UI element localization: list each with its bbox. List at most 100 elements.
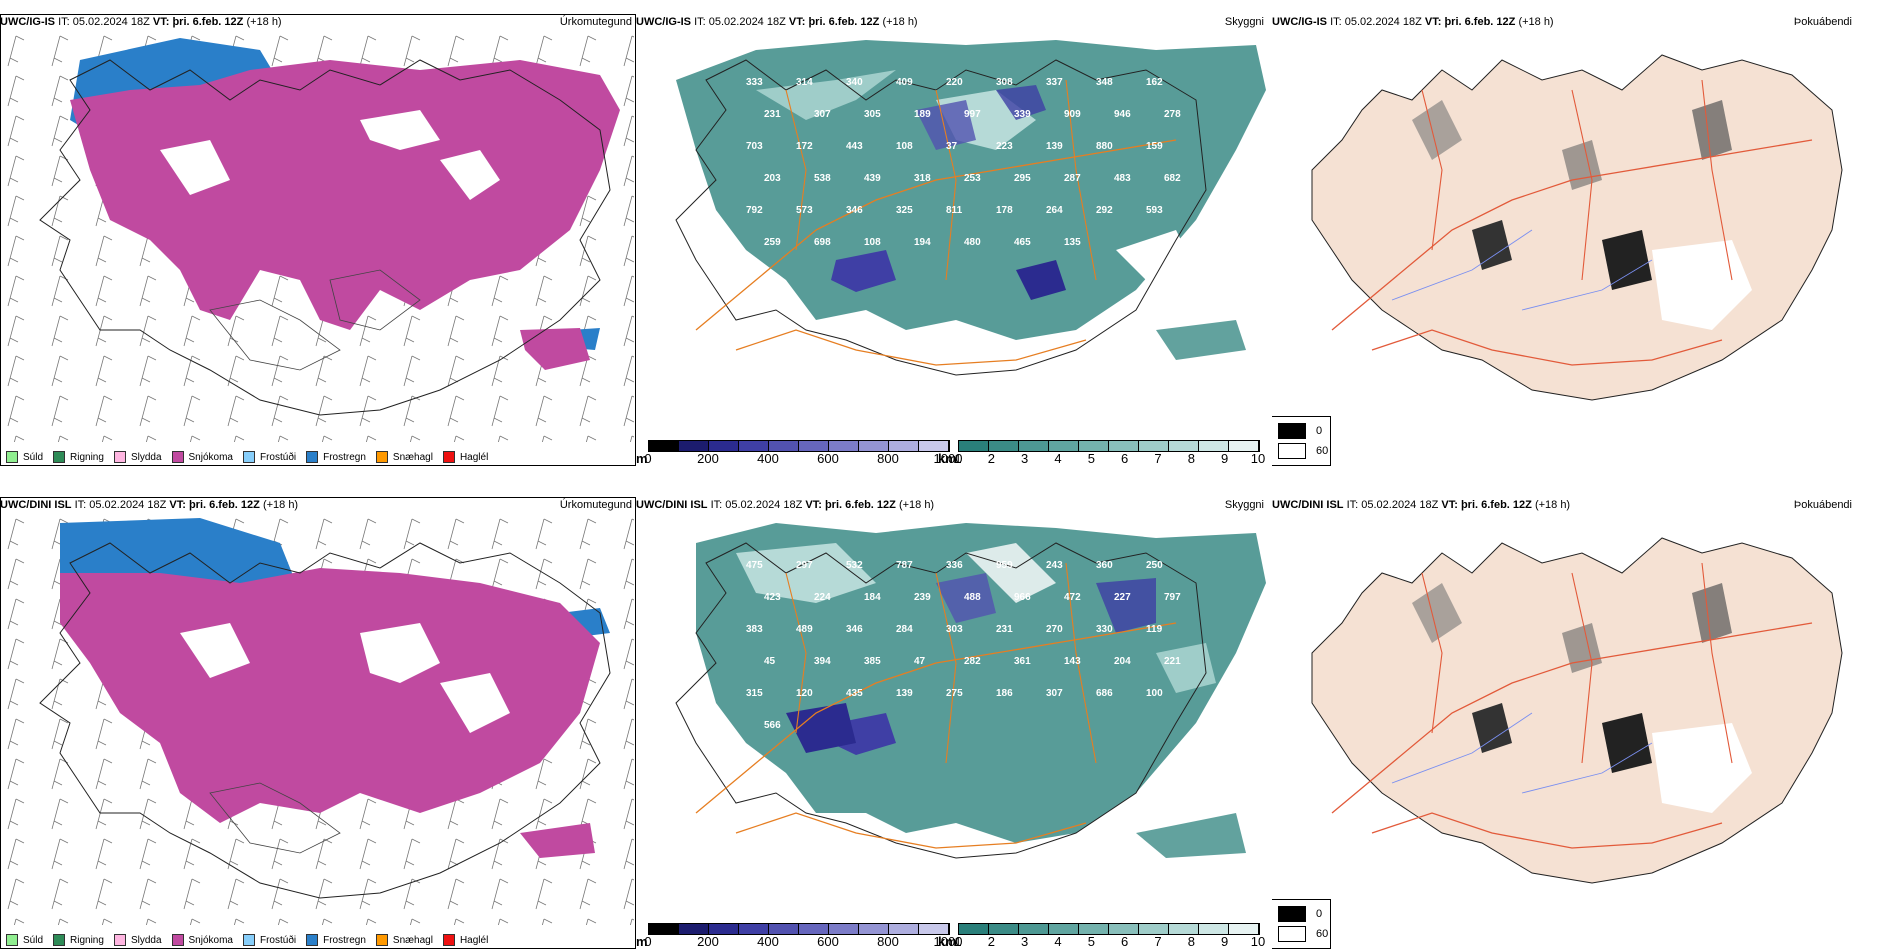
cloud-base-label: 189 xyxy=(914,109,931,120)
cloud-base-label: 483 xyxy=(1114,173,1131,184)
legend-swatch xyxy=(242,451,255,463)
legend-swatch xyxy=(113,934,126,946)
colorbar-cell xyxy=(739,924,769,934)
cloud-base-label: 231 xyxy=(764,109,781,120)
vt-value: þri. 6.feb. 12Z xyxy=(188,499,260,511)
legend-swatch xyxy=(171,934,184,946)
colorbar-cell xyxy=(769,441,799,451)
legend-swatch xyxy=(375,451,388,463)
colorbar-cell xyxy=(859,924,889,934)
panel-title: UWC/IG-IS IT: 05.02.2024 18Z VT: þri. 6.… xyxy=(636,14,1272,30)
cloud-base-label: 186 xyxy=(996,688,1013,699)
legend-label: Slydda xyxy=(130,451,162,463)
colorbar-cell xyxy=(1139,924,1169,934)
it-label: IT: xyxy=(710,499,723,511)
cloud-base-label: 566 xyxy=(764,720,781,731)
legend-swatch xyxy=(306,451,319,463)
fog-map xyxy=(1272,513,1900,913)
cloud-base-label: 472 xyxy=(1064,592,1081,603)
cloud-base-label: 314 xyxy=(796,77,813,88)
colorbar-cell xyxy=(679,441,709,451)
precip-legend: Súld Rigning Slydda Snjókoma Frostúði Fr… xyxy=(0,446,636,466)
colorbar-cell xyxy=(1019,924,1049,934)
legend-item: Frostregn xyxy=(306,934,366,946)
cloud-base-label: 946 xyxy=(1114,109,1131,120)
cloud-base-label: 287 xyxy=(1064,173,1081,184)
colorbar-cell xyxy=(889,441,919,451)
cloud-base-label: 333 xyxy=(746,77,763,88)
colorbar-tick: 4 xyxy=(1054,934,1062,949)
it-value: 05.02.2024 18Z xyxy=(725,499,803,511)
precip-map xyxy=(0,513,636,925)
colorbar-tick: 1 xyxy=(954,451,962,466)
legend-item: Rigning xyxy=(53,451,104,463)
colorbar-tick: 200 xyxy=(697,451,719,466)
cloud-base-label: 239 xyxy=(914,592,931,603)
model-name: UWC/IG-IS xyxy=(1272,16,1327,28)
colorbar-tick: 9 xyxy=(1221,451,1229,466)
colorbar-tick: 10 xyxy=(1250,934,1266,949)
colorbar-tick: 800 xyxy=(877,451,899,466)
cloud-base-label: 325 xyxy=(896,205,913,216)
colorbar-tick: 3 xyxy=(1021,451,1029,466)
colorbar-cell xyxy=(919,441,949,451)
cloud-base-label: 792 xyxy=(746,205,763,216)
legend-swatch xyxy=(375,934,388,946)
colorbar-tick: 8 xyxy=(1187,451,1195,466)
colorbar-m-unit: m xyxy=(636,934,648,949)
it-label: IT: xyxy=(74,499,87,511)
fog-map xyxy=(1272,30,1900,430)
legend-swatch xyxy=(442,451,455,463)
panel-title: UWC/DINI ISL IT: 05.02.2024 18Z VT: þri.… xyxy=(636,497,1272,513)
model-name: UWC/IG-IS xyxy=(0,16,55,28)
legend-item: Frostúði xyxy=(242,451,296,463)
cloud-base-label: 231 xyxy=(996,624,1013,635)
cloud-base-label: 480 xyxy=(964,237,981,248)
cloud-base-label: 108 xyxy=(864,237,881,248)
precip-panel-row2: UWC/DINI ISL IT: 05.02.2024 18Z VT: þri.… xyxy=(0,497,636,949)
cloud-base-label: 297 xyxy=(796,560,813,571)
colorbar-km-unit: km xyxy=(938,934,957,949)
colorbar-tick: 400 xyxy=(757,934,779,949)
legend-label: Frostregn xyxy=(323,934,366,946)
legend-swatch xyxy=(53,934,66,946)
colorbar-cell xyxy=(1169,441,1199,451)
legend-swatch xyxy=(113,451,126,463)
colorbar-cell xyxy=(709,924,739,934)
fog-legend-row: 0 xyxy=(1278,906,1322,922)
cloud-base-label: 538 xyxy=(814,173,831,184)
legend-item: Slydda xyxy=(113,451,162,463)
cloud-base-label: 489 xyxy=(796,624,813,635)
cloud-base-label: 475 xyxy=(746,560,763,571)
legend-item: Snæhagl xyxy=(375,934,433,946)
colorbar-cell xyxy=(829,924,859,934)
cloud-base-label: 686 xyxy=(1096,688,1113,699)
vt-label: VT: xyxy=(152,16,170,28)
cloud-base-label: 348 xyxy=(1096,77,1113,88)
colorbar-cell xyxy=(889,924,919,934)
cloud-base-label: 220 xyxy=(946,77,963,88)
legend-swatch xyxy=(242,934,255,946)
cloud-base-label: 394 xyxy=(814,656,831,667)
cloud-base-label: 47 xyxy=(914,656,926,667)
colorbar-tick: 9 xyxy=(1221,934,1229,949)
legend-item: Frostúði xyxy=(242,934,296,946)
lead-time: (+18 h) xyxy=(898,499,935,511)
colorbar-tick: 600 xyxy=(817,451,839,466)
fog-legend-swatch xyxy=(1278,906,1306,922)
legend-label: Snjókoma xyxy=(188,934,233,946)
cloud-base-label: 270 xyxy=(1046,624,1063,635)
cloud-base-label: 703 xyxy=(746,141,763,152)
model-name: UWC/DINI ISL xyxy=(636,499,708,511)
cloud-base-label: 423 xyxy=(764,592,781,603)
colorbar-tick: 1000 xyxy=(933,451,963,466)
cloud-panel-row2: UWC/DINI ISL IT: 05.02.2024 18Z VT: þri.… xyxy=(636,497,1272,949)
cloud-base-label: 292 xyxy=(1096,205,1113,216)
colorbar-tick: 400 xyxy=(757,451,779,466)
fog-legend-swatch xyxy=(1278,443,1306,459)
legend-item: Rigning xyxy=(53,934,104,946)
colorbar-tick: 5 xyxy=(1087,934,1095,949)
model-name: UWC/DINI ISL xyxy=(0,499,72,511)
colorbar-cell xyxy=(1109,924,1139,934)
it-label: IT: xyxy=(694,16,706,28)
